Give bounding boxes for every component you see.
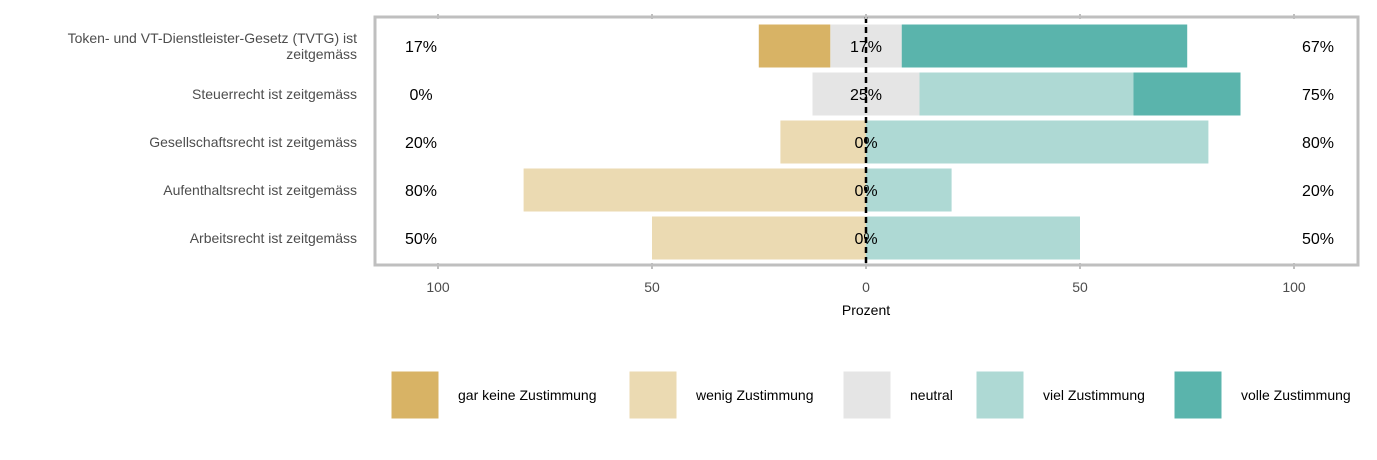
left-percent-label: 80% bbox=[405, 183, 437, 200]
bar-gar-keine-zustimmung bbox=[758, 24, 831, 68]
bar-wenig-zustimmung bbox=[780, 120, 866, 164]
bar-wenig-zustimmung bbox=[652, 216, 866, 260]
center-percent-label: 0% bbox=[854, 135, 877, 152]
legend-label: neutral bbox=[910, 387, 953, 403]
bar-volle-zustimmung bbox=[901, 24, 1188, 68]
right-percent-label: 67% bbox=[1302, 39, 1334, 56]
left-percent-label: 20% bbox=[405, 135, 437, 152]
category-label: Gesellschaftsrecht ist zeitgemäss bbox=[149, 134, 357, 150]
legend-swatch bbox=[628, 370, 678, 420]
left-percent-label: 17% bbox=[405, 39, 437, 56]
x-tick-label: 0 bbox=[862, 279, 870, 295]
category-label: Aufenthaltsrecht ist zeitgemäss bbox=[163, 182, 357, 198]
legend-label: viel Zustimmung bbox=[1043, 387, 1145, 403]
bar-viel-zustimmung bbox=[919, 72, 1134, 116]
right-percent-label: 80% bbox=[1302, 135, 1334, 152]
legend-swatch bbox=[390, 370, 440, 420]
legend-swatch bbox=[842, 370, 892, 420]
x-tick-label: 50 bbox=[644, 279, 660, 295]
x-tick-label: 100 bbox=[426, 279, 450, 295]
x-axis-title: Prozent bbox=[842, 302, 890, 318]
category-label: Arbeitsrecht ist zeitgemäss bbox=[190, 230, 357, 246]
legend-swatch bbox=[1173, 370, 1223, 420]
right-percent-label: 75% bbox=[1302, 87, 1334, 104]
bar-viel-zustimmung bbox=[866, 216, 1080, 260]
legend-swatch bbox=[975, 370, 1025, 420]
bar-wenig-zustimmung bbox=[523, 168, 866, 212]
center-percent-label: 25% bbox=[850, 87, 882, 104]
left-percent-label: 50% bbox=[405, 231, 437, 248]
bar-viel-zustimmung bbox=[866, 120, 1209, 164]
x-tick-label: 50 bbox=[1072, 279, 1088, 295]
x-tick-label: 100 bbox=[1282, 279, 1306, 295]
category-label: Token- und VT-Dienstleister-Gesetz (TVTG… bbox=[68, 30, 358, 46]
bar-volle-zustimmung bbox=[1133, 72, 1241, 116]
bar-viel-zustimmung bbox=[866, 168, 952, 212]
right-percent-label: 20% bbox=[1302, 183, 1334, 200]
legend-label: gar keine Zustimmung bbox=[458, 387, 597, 403]
category-label: zeitgemäss bbox=[286, 46, 357, 62]
right-percent-label: 50% bbox=[1302, 231, 1334, 248]
legend-label: wenig Zustimmung bbox=[695, 387, 814, 403]
category-label: Steuerrecht ist zeitgemäss bbox=[192, 86, 357, 102]
legend-label: volle Zustimmung bbox=[1241, 387, 1351, 403]
left-percent-label: 0% bbox=[409, 87, 432, 104]
